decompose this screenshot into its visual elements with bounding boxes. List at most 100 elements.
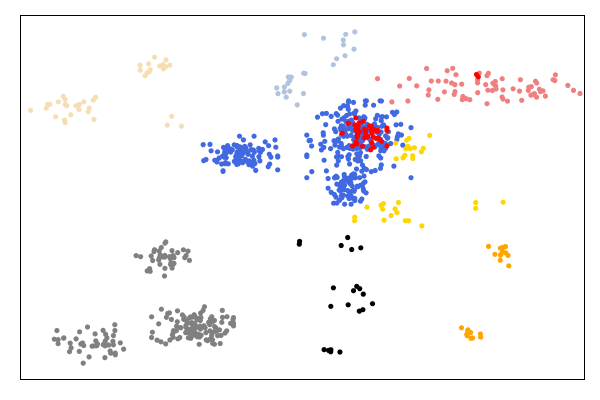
data-point [410,155,416,162]
data-point [112,322,118,328]
data-point [345,120,351,126]
data-point [92,331,98,337]
data-point [90,97,96,103]
data-point [323,110,329,116]
data-point [68,345,74,351]
data-point [156,255,163,261]
data-point [493,86,499,92]
data-point [389,99,395,105]
data-point [334,181,340,187]
data-point [485,243,492,249]
data-point [173,328,179,334]
data-point [354,283,360,289]
data-point [360,291,366,297]
data-point [188,335,194,341]
data-point [441,89,447,95]
data-point [510,86,516,92]
data-point [393,122,399,128]
data-point [80,360,86,366]
data-point [245,150,251,156]
data-point [309,143,315,149]
data-point [406,75,412,81]
data-point [517,77,524,83]
data-point [167,255,173,261]
data-point [138,254,144,260]
data-point [341,187,347,193]
data-point [294,102,300,108]
data-point [219,307,225,313]
data-point [328,303,334,309]
data-point [236,133,243,139]
data-point [352,122,358,128]
data-point [340,182,346,188]
data-point [435,78,441,84]
data-point [54,327,60,334]
data-point [459,81,465,87]
data-point [121,346,127,352]
data-point [297,238,303,244]
data-point [51,336,57,342]
data-point [356,308,362,314]
data-point [253,167,259,173]
data-point [411,145,417,151]
data-point [178,123,184,129]
data-point [162,265,168,271]
data-point [354,156,360,162]
data-point [354,130,360,136]
data-point [485,87,491,93]
data-point [464,333,470,339]
data-point [377,165,384,171]
data-point [112,327,118,334]
data-point [345,302,351,308]
data-point [542,93,549,99]
data-point [91,116,97,122]
data-point [89,343,95,349]
data-point [378,202,384,208]
data-point [397,83,403,89]
data-point [470,335,476,341]
data-point [338,154,345,160]
data-point [201,304,208,310]
data-point [287,88,293,94]
data-point [381,217,387,223]
data-point [531,91,538,97]
data-point [380,206,386,212]
data-point [333,194,339,200]
data-point [475,90,481,96]
data-point [519,97,525,103]
data-point [378,98,384,104]
data-point [353,166,360,172]
data-point [398,132,404,138]
data-point [565,82,571,88]
data-point [335,118,341,124]
data-point [224,314,230,320]
data-point [81,99,87,105]
data-point [577,90,583,97]
data-point [249,153,255,159]
data-point [368,127,374,133]
data-point [363,98,369,104]
data-point [334,174,340,180]
data-point [335,158,341,164]
data-point [500,199,506,205]
data-point [374,112,380,118]
data-point [203,337,209,343]
data-point [275,91,281,97]
data-point [550,77,556,83]
data-point [151,54,158,60]
data-point [314,114,321,120]
data-point [177,324,184,331]
data-point [168,316,174,322]
data-point [361,114,367,120]
data-point [301,31,307,38]
data-point [106,342,112,348]
data-point [477,331,483,337]
data-point [151,248,157,255]
data-point [68,112,74,118]
data-point [328,146,334,152]
data-point [473,205,479,211]
data-point [84,324,91,330]
data-point [333,154,340,160]
data-point [359,168,365,174]
data-point [207,328,213,334]
